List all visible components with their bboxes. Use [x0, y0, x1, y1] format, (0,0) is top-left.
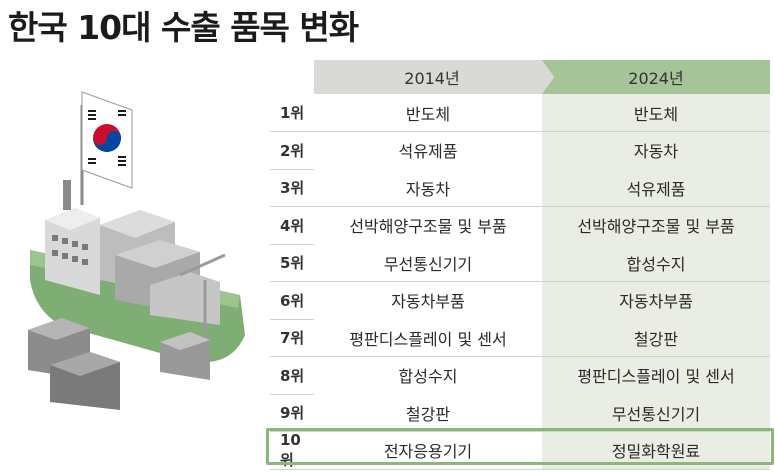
ship-bridge — [45, 180, 100, 295]
rank-label: 2위 — [280, 141, 305, 160]
table-row: 4위 선박해양구조물 및 부품 선박해양구조물 및 부품 — [270, 206, 770, 244]
table-row: 6위 자동차부품 자동차부품 — [270, 281, 770, 319]
cell-2014: 철강판 — [314, 394, 542, 431]
header-2024: 2024년 — [542, 60, 770, 94]
header-2014: 2014년 — [314, 60, 550, 94]
rank-label: 1위 — [280, 104, 305, 122]
table-row: 1위 반도체 반도체 — [270, 94, 770, 131]
cell-2024: 자동차 — [542, 131, 770, 169]
table-row: 8위 합성수지 평판디스플레이 및 센서 — [270, 356, 770, 394]
korean-flag-icon — [81, 91, 133, 189]
cell-2024: 자동차부품 — [542, 281, 770, 319]
table-row: 3위 자동차 석유제품 — [270, 169, 770, 206]
rank-label: 6위 — [280, 291, 305, 310]
cell-2024: 무선통신기기 — [542, 394, 770, 431]
cell-2024: 철강판 — [542, 319, 770, 356]
rank-label: 5위 — [280, 254, 305, 272]
cell-2024: 석유제품 — [542, 169, 770, 206]
rank-label: 7위 — [280, 329, 305, 347]
table-row: 2위 석유제품 자동차 — [270, 131, 770, 169]
rank-label: 9위 — [280, 404, 305, 422]
rank-label: 3위 — [280, 179, 305, 197]
dock-containers — [28, 318, 210, 410]
cell-2014: 합성수지 — [314, 356, 542, 394]
table-row: 9위 철강판 무선통신기기 — [270, 394, 770, 431]
rank-label: 4위 — [280, 216, 305, 235]
crane — [179, 253, 226, 340]
cell-2014: 무선통신기기 — [314, 244, 542, 281]
table-row: 5위 무선통신기기 합성수지 — [270, 244, 770, 281]
row-separator — [270, 468, 770, 470]
cell-2024: 합성수지 — [542, 244, 770, 281]
rank-label: 8위 — [280, 366, 305, 385]
cell-2014: 석유제품 — [314, 131, 542, 169]
cell-2014: 선박해양구조물 및 부품 — [314, 206, 542, 244]
cell-2014: 반도체 — [314, 94, 542, 131]
cell-2024: 선박해양구조물 및 부품 — [542, 206, 770, 244]
highlight-row-10 — [266, 428, 774, 465]
ship-containers — [100, 210, 220, 325]
table-row: 7위 평판디스플레이 및 센서 철강판 — [270, 319, 770, 356]
cell-2014: 평판디스플레이 및 센서 — [314, 319, 542, 356]
page-title: 한국 10대 수출 품목 변화 — [8, 8, 359, 47]
cell-2014: 자동차 — [314, 169, 542, 206]
cell-2014: 자동차부품 — [314, 281, 542, 319]
ship-illustration — [28, 91, 245, 410]
cell-2024: 반도체 — [542, 94, 770, 131]
cell-2024: 평판디스플레이 및 센서 — [542, 356, 770, 394]
